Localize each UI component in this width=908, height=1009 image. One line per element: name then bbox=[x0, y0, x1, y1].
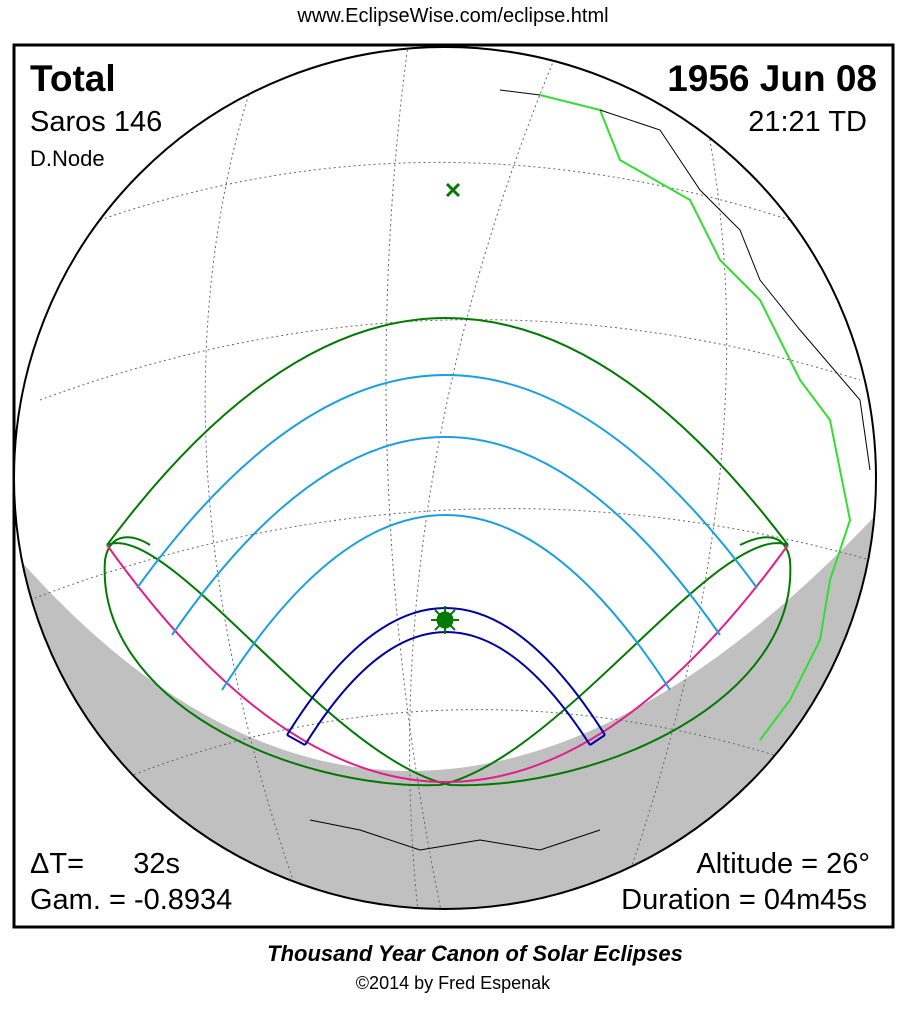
globe bbox=[14, 47, 876, 909]
node: D.Node bbox=[30, 146, 105, 171]
globe-outline bbox=[14, 46, 877, 910]
meridian bbox=[619, 89, 728, 901]
magnitude-curve bbox=[171, 436, 721, 636]
duration: Duration = 04m45s bbox=[621, 884, 867, 916]
meridian bbox=[204, 89, 301, 901]
date: 1956 Jun 08 bbox=[667, 58, 877, 99]
coastline bbox=[499, 89, 871, 471]
footer-title: Thousand Year Canon of Solar Eclipses bbox=[267, 941, 683, 966]
magnitude-curve bbox=[221, 514, 671, 691]
footer-credit: ©2014 by Fred Espenak bbox=[356, 973, 551, 993]
penumbra-limit bbox=[106, 317, 789, 546]
saros: Saros 146 bbox=[30, 106, 162, 138]
coastline bbox=[539, 94, 852, 741]
map bbox=[14, 46, 877, 910]
penumbra-limit bbox=[103, 536, 789, 787]
greatest-eclipse bbox=[431, 606, 459, 634]
eclipse-type: Total bbox=[30, 58, 116, 99]
night-shade bbox=[20, 500, 876, 909]
altitude: Altitude = 26° bbox=[696, 848, 870, 880]
parallel bbox=[29, 508, 871, 601]
graticule bbox=[29, 47, 871, 909]
magnitude-curve bbox=[136, 374, 758, 589]
url: www.EclipseWise.com/eclipse.html bbox=[296, 5, 608, 27]
globe-content bbox=[20, 47, 876, 909]
totality-limit bbox=[286, 734, 606, 746]
meridian bbox=[409, 47, 561, 909]
delta-t-label: ΔT= bbox=[30, 848, 84, 880]
delta-t-value: 32s bbox=[133, 848, 180, 880]
rise-set-curve bbox=[106, 544, 789, 783]
penumbra-limit bbox=[106, 536, 792, 787]
totality-limit bbox=[304, 631, 591, 746]
meridian bbox=[385, 47, 446, 909]
gamma: Gam. = -0.8934 bbox=[30, 884, 232, 916]
sub-solar-point bbox=[445, 182, 461, 198]
coastline bbox=[309, 819, 601, 851]
time: 21:21 TD bbox=[748, 106, 867, 138]
